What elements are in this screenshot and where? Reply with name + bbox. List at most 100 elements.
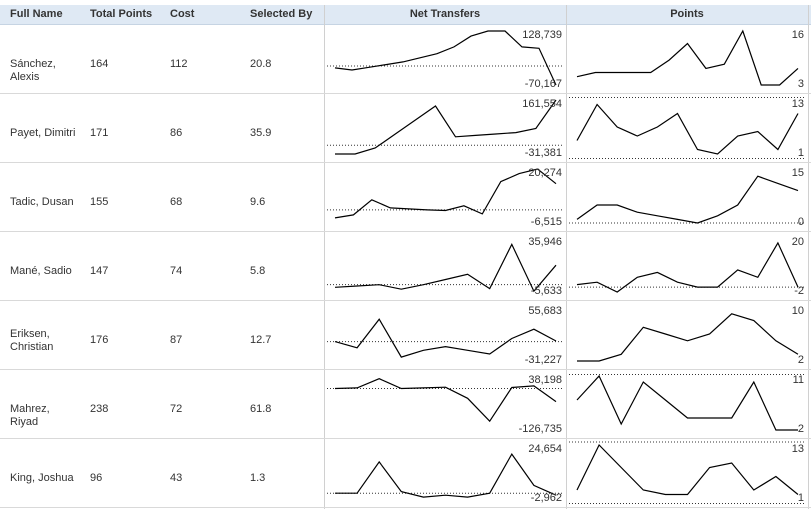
sparkline-min-label: -6,515 — [531, 216, 562, 228]
row-divider — [0, 438, 811, 439]
sparkline-max-label: 35,946 — [528, 236, 562, 248]
header-full-name[interactable]: Full Name — [10, 8, 63, 20]
sparkline-max-label: 13 — [792, 443, 804, 455]
row-divider — [0, 162, 811, 163]
total-points-value: 155 — [90, 196, 109, 208]
sparkline-max-label: 20 — [792, 236, 804, 248]
net-transfers-sparkline: 20,274 -6,515 — [327, 167, 564, 228]
points-sparkline: 13 1 — [569, 98, 806, 159]
sparkline-max-label: 13 — [792, 98, 804, 110]
points-sparkline: 16 3 — [569, 29, 806, 98]
player-name: Eriksen, Christian — [10, 328, 54, 353]
sparkline-max-label: 38,198 — [528, 374, 562, 386]
sparkline-series — [576, 443, 799, 496]
sparkline-series — [576, 175, 799, 224]
player-name: Payet, Dimitri — [10, 127, 76, 139]
sparkline-series — [576, 103, 799, 155]
sparkline-series — [576, 241, 799, 293]
sparkline-min-label: -2 — [794, 285, 804, 297]
selected-by-value: 12.7 — [250, 334, 272, 346]
row-divider — [0, 231, 811, 232]
selected-by-value: 9.6 — [250, 196, 266, 208]
sparkline-series — [335, 99, 557, 155]
net-transfers-sparkline: 128,739 -70,167 — [327, 29, 564, 90]
player-name: Mahrez, Riyad — [10, 403, 50, 428]
player-name: King, Joshua — [10, 472, 74, 484]
sparkline-series — [577, 313, 799, 362]
selected-by-value: 35.9 — [250, 127, 272, 139]
sparkline-max-label: 15 — [792, 167, 804, 179]
sparkline-min-label: -5,633 — [531, 285, 562, 297]
sparkline-series — [335, 452, 557, 498]
sparkline-max-label: 161,554 — [522, 98, 562, 110]
total-points-value: 238 — [90, 403, 109, 415]
selected-by-value: 5.8 — [250, 265, 266, 277]
sparkline-min-label: 2 — [798, 354, 804, 366]
player-name: Tadic, Dusan — [10, 196, 74, 208]
row-divider — [0, 369, 811, 370]
points-sparkline: 15 0 — [569, 167, 806, 228]
sparkline-min-label: 1 — [798, 147, 804, 159]
header-selected-by[interactable]: Selected By — [250, 8, 313, 20]
sparkline-series — [334, 378, 557, 423]
total-points-value: 164 — [90, 58, 109, 70]
sparkline-max-label: 24,654 — [528, 443, 562, 455]
sparkline-series — [334, 318, 557, 358]
points-sparkline: 11 2 — [569, 374, 806, 443]
net-transfers-sparkline: 38,198 -126,735 — [327, 374, 564, 435]
sparkline-min-label: 3 — [798, 78, 804, 90]
sparkline-min-label: -31,227 — [525, 354, 562, 366]
total-points-value: 96 — [90, 472, 103, 484]
sparkline-min-label: -31,381 — [525, 147, 562, 159]
total-points-value: 171 — [90, 127, 109, 139]
header-net-transfers[interactable]: Net Transfers — [409, 8, 481, 20]
header-bar — [0, 5, 811, 25]
cost-value: 43 — [170, 472, 183, 484]
sparkline-max-label: 16 — [792, 29, 804, 41]
points-sparkline: 13 1 — [569, 443, 806, 504]
sparkline-max-label: 128,739 — [522, 29, 562, 41]
cost-value: 68 — [170, 196, 183, 208]
column-divider — [566, 5, 567, 509]
column-divider — [808, 5, 809, 509]
sparkline-max-label: 10 — [792, 305, 804, 317]
cost-value: 74 — [170, 265, 183, 277]
points-sparkline: 10 2 — [569, 305, 806, 375]
net-transfers-sparkline: 161,554 -31,381 — [327, 98, 564, 159]
sparkline-max-label: 11 — [793, 374, 804, 386]
cost-value: 72 — [170, 403, 183, 415]
cost-value: 112 — [170, 58, 188, 70]
cost-value: 87 — [170, 334, 183, 346]
sparkline-series — [576, 374, 798, 431]
total-points-value: 176 — [90, 334, 109, 346]
net-transfers-sparkline: 24,654 -2,962 — [327, 443, 564, 504]
sparkline-max-label: 55,683 — [528, 305, 562, 317]
net-transfers-sparkline: 55,683 -31,227 — [327, 305, 564, 366]
header-points[interactable]: Points — [670, 8, 704, 20]
player-name: Mané, Sadio — [10, 265, 72, 277]
selected-by-value: 20.8 — [250, 58, 272, 70]
total-points-value: 147 — [90, 265, 109, 277]
sparkline-min-label: 1 — [798, 492, 804, 504]
sparkline-min-label: 2 — [798, 423, 804, 435]
sparkline-series — [334, 243, 557, 293]
net-transfers-sparkline: 35,946 -5,633 — [327, 236, 564, 297]
header-total-points[interactable]: Total Points — [90, 8, 153, 20]
selected-by-value: 1.3 — [250, 472, 266, 484]
sparkline-min-label: -126,735 — [519, 423, 562, 435]
sparkline-min-label: 0 — [798, 216, 804, 228]
sparkline-series — [334, 30, 557, 86]
sparkline-max-label: 20,274 — [528, 167, 562, 179]
row-divider — [0, 507, 811, 508]
sparkline-min-label: -2,962 — [531, 492, 562, 504]
cost-value: 86 — [170, 127, 183, 139]
player-name: Sánchez, Alexis — [10, 58, 56, 83]
sparkline-min-label: -70,167 — [525, 78, 562, 90]
row-divider — [0, 93, 811, 94]
selected-by-value: 61.8 — [250, 403, 272, 415]
header-cost[interactable]: Cost — [170, 8, 195, 20]
sparkline-series — [576, 29, 799, 86]
points-sparkline: 20 -2 — [569, 236, 806, 297]
